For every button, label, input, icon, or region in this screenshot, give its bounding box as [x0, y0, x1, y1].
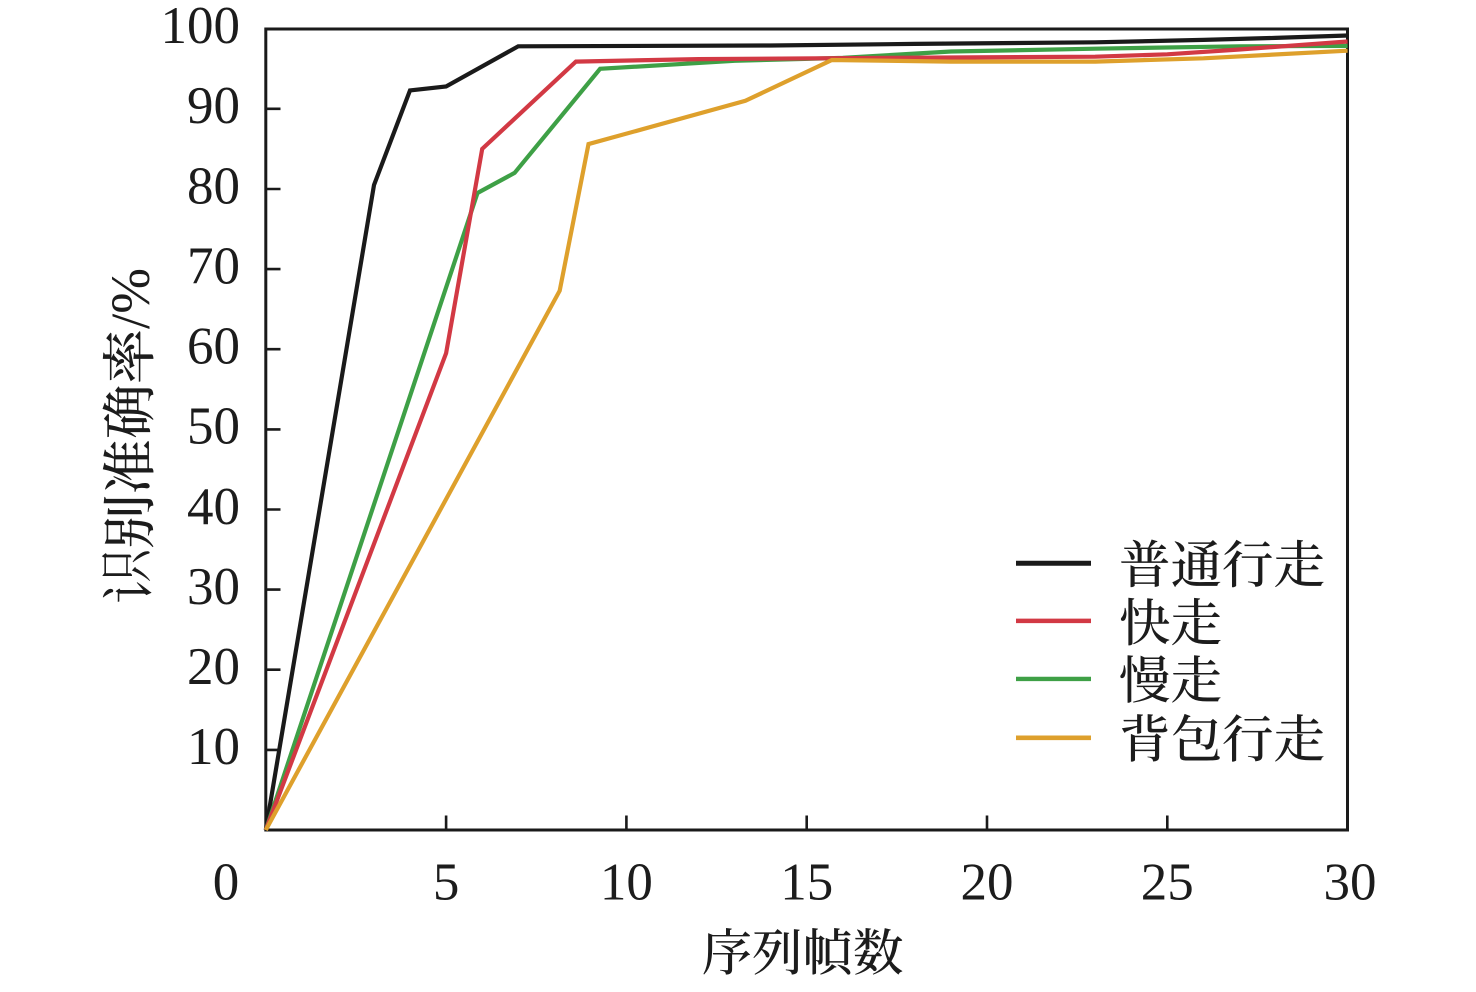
svg-text:20: 20 [187, 638, 240, 696]
svg-text:100: 100 [161, 0, 241, 55]
svg-text:25: 25 [1141, 854, 1194, 912]
svg-text:40: 40 [187, 478, 240, 536]
svg-text:20: 20 [961, 854, 1014, 912]
svg-text:0: 0 [213, 854, 240, 912]
svg-text:10: 10 [187, 718, 240, 776]
svg-text:30: 30 [187, 558, 240, 616]
svg-text:10: 10 [600, 854, 653, 912]
svg-text:90: 90 [187, 77, 240, 135]
svg-text:15: 15 [780, 854, 833, 912]
svg-text:50: 50 [187, 398, 240, 456]
svg-text:30: 30 [1324, 854, 1377, 912]
svg-text:/%: /% [100, 268, 161, 329]
svg-text:70: 70 [187, 237, 240, 295]
svg-text:5: 5 [433, 854, 460, 912]
svg-text:60: 60 [187, 318, 240, 376]
svg-text:80: 80 [187, 157, 240, 215]
